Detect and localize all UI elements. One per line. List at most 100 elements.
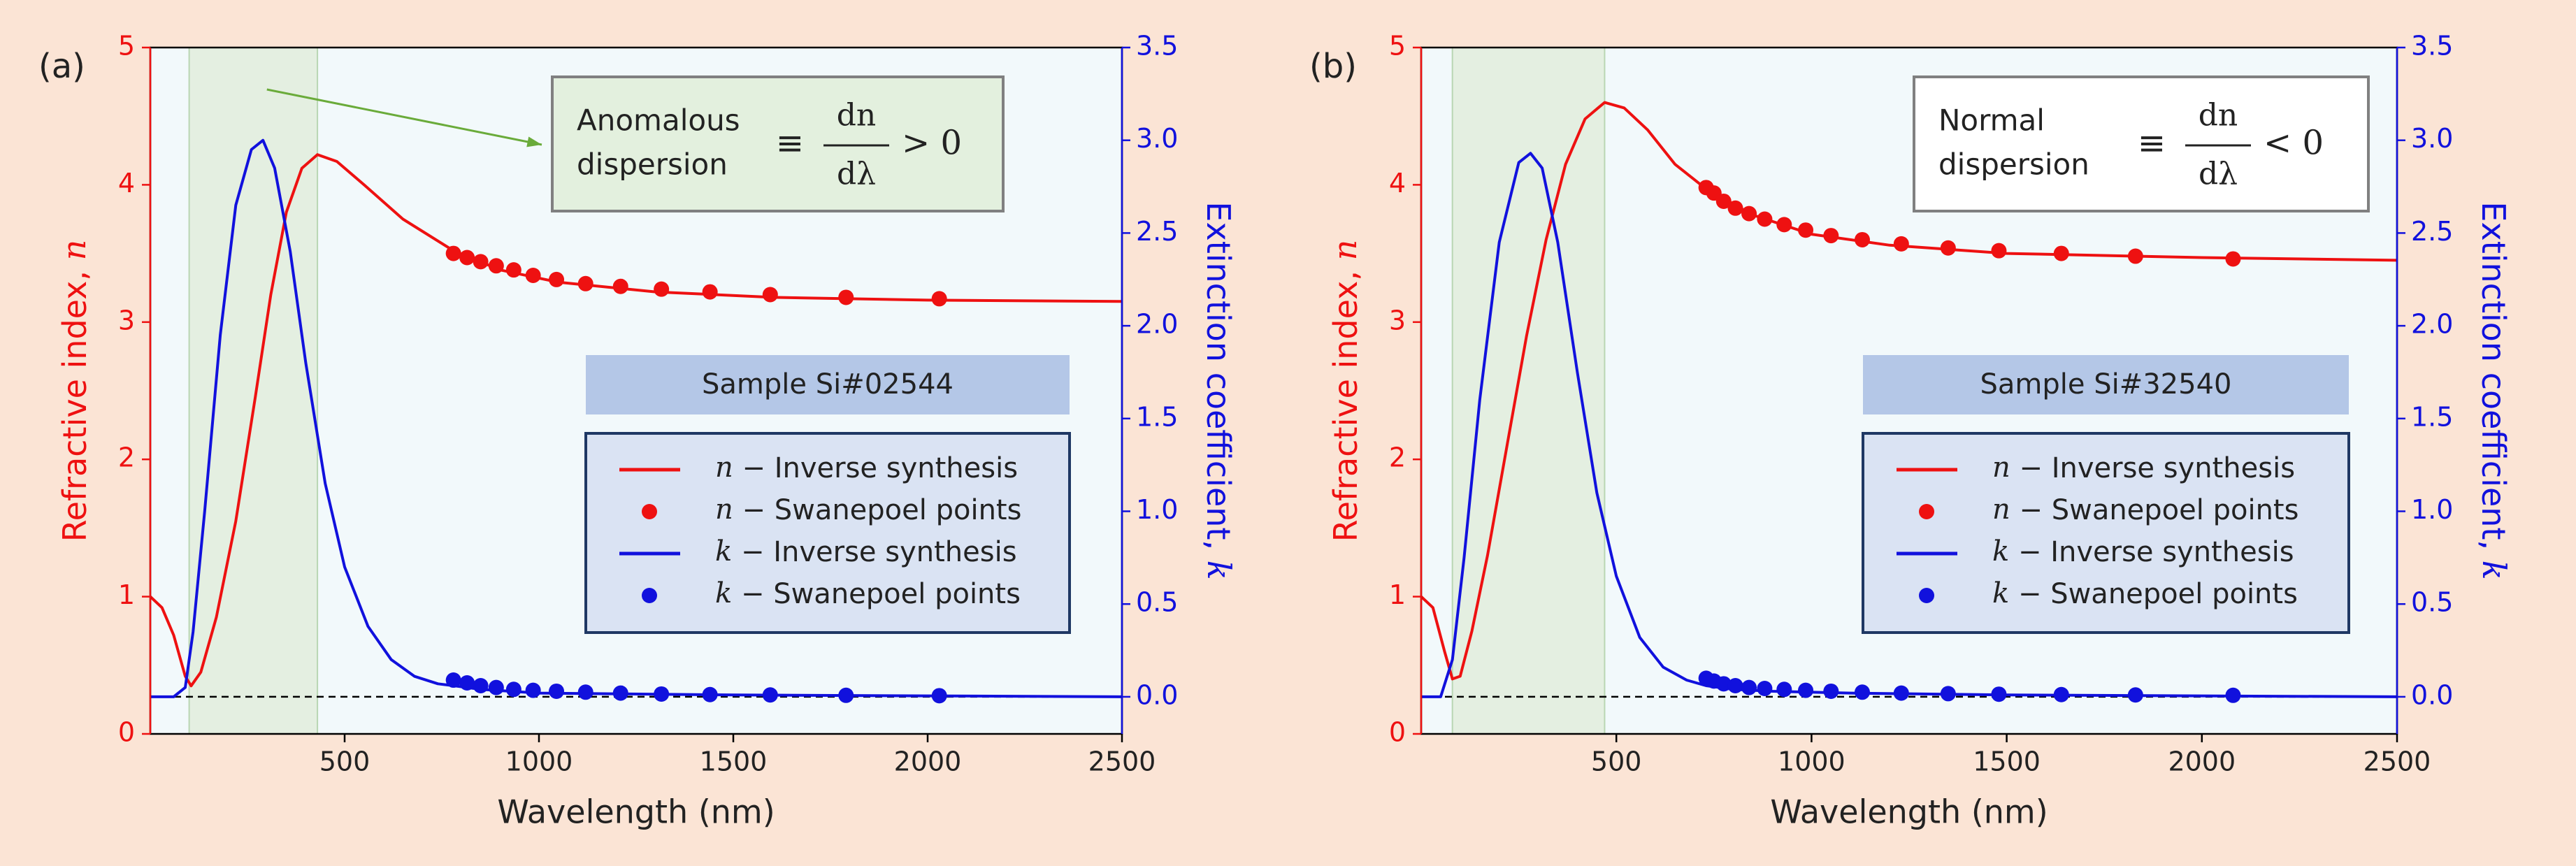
k-swanepoel-point — [702, 686, 718, 702]
k-swanepoel-point — [1757, 680, 1773, 696]
y-right-label-text: Extinction coefficient, — [1200, 201, 1238, 560]
y-right-axis-label: Extinction coefficient, k — [2475, 201, 2514, 579]
y-right-tick-label: 1.0 — [1136, 494, 1178, 525]
y-left-tick-label: 1 — [1389, 579, 1406, 610]
k-swanepoel-point — [2053, 686, 2069, 702]
y-left-axis-label: Refractive index, n — [1326, 240, 1365, 542]
y-right-tick-label: 3.0 — [2411, 123, 2453, 154]
legend-symbol: k — [715, 577, 732, 609]
y-right-tick-label: 2.5 — [2411, 216, 2453, 247]
x-tick-label: 2500 — [2363, 746, 2431, 777]
annotation-denominator: dλ — [2199, 157, 2238, 192]
y-right-tick-label: 0.5 — [2411, 587, 2453, 618]
legend-entry: n − Inverse synthesis — [715, 452, 1018, 484]
legend-symbol: n — [1992, 493, 2010, 526]
annotation-line1: Normal — [1938, 103, 2045, 138]
n-swanepoel-point — [1940, 240, 1956, 256]
k-swanepoel-point — [762, 687, 778, 703]
y-left-tick-label: 3 — [118, 305, 135, 335]
n-swanepoel-point — [1991, 243, 2007, 259]
x-tick-label: 1000 — [505, 746, 573, 777]
legend-symbol: k — [1992, 535, 2009, 568]
n-swanepoel-point — [577, 275, 593, 291]
n-swanepoel-point — [1798, 222, 1814, 238]
y-left-tick-label: 2 — [1389, 442, 1406, 473]
k-swanepoel-point — [1741, 679, 1757, 695]
x-tick-label: 1500 — [700, 746, 768, 777]
annotation-denominator: dλ — [837, 157, 876, 192]
k-swanepoel-point — [2127, 687, 2143, 703]
n-swanepoel-point — [1854, 231, 1870, 247]
y-right-tick-label: 1.5 — [2411, 401, 2453, 432]
panel-label: (b) — [1309, 47, 1357, 86]
legend-entry: k − Swanepoel points — [715, 577, 1021, 610]
dispersion-annotation-box — [1913, 75, 2370, 212]
legend-symbol: k — [715, 535, 732, 568]
n-swanepoel-point — [505, 262, 521, 278]
y-right-tick-label: 2.0 — [2411, 309, 2453, 340]
annotation-relation: < 0 — [2264, 124, 2324, 163]
k-swanepoel-point — [1727, 677, 1743, 693]
y-left-tick-label: 4 — [1389, 168, 1406, 199]
k-swanepoel-point — [654, 686, 670, 702]
k-swanepoel-point — [1940, 686, 1956, 702]
x-tick-label: 1500 — [1973, 746, 2041, 777]
x-tick-label: 500 — [319, 746, 370, 777]
y-left-tick-label: 0 — [1389, 717, 1406, 748]
n-swanepoel-point — [549, 271, 565, 287]
n-swanepoel-point — [1757, 211, 1773, 227]
n-swanepoel-point — [525, 268, 541, 284]
y-right-tick-label: 3.5 — [2411, 31, 2453, 62]
n-swanepoel-point — [459, 250, 475, 266]
legend-dot-swatch — [1919, 588, 1934, 603]
n-swanepoel-point — [2053, 245, 2069, 261]
n-swanepoel-point — [702, 284, 718, 300]
y-right-axis-label: Extinction coefficient, k — [1200, 201, 1239, 579]
y-right-tick-label: 1.5 — [1136, 401, 1178, 432]
shaded-band — [1452, 48, 1605, 734]
legend-entry: n − Swanepoel points — [1992, 493, 2298, 526]
annotation-numerator: dn — [2199, 98, 2238, 133]
n-swanepoel-point — [931, 291, 947, 307]
n-swanepoel-point — [2225, 251, 2241, 267]
k-swanepoel-point — [505, 681, 521, 698]
legend-dot-swatch — [1919, 504, 1934, 519]
k-swanepoel-point — [612, 685, 628, 701]
sample-label-box — [1863, 355, 2349, 414]
k-swanepoel-point — [1893, 685, 1909, 701]
annotation-equiv: ≡ — [2138, 124, 2166, 163]
x-tick-label: 500 — [1591, 746, 1642, 777]
y-left-tick-label: 5 — [118, 31, 135, 62]
n-swanepoel-point — [1776, 217, 1792, 233]
x-axis-label: Wavelength (nm) — [497, 793, 775, 831]
legend-entry: n − Swanepoel points — [715, 493, 1021, 526]
legend-entry: k − Inverse synthesis — [715, 535, 1017, 568]
n-swanepoel-point — [488, 258, 504, 274]
legend-text: − Swanepoel points — [733, 494, 1022, 526]
legend-box — [584, 432, 1071, 634]
legend-symbol: k — [1992, 577, 2009, 609]
y-right-label-symbol: k — [2475, 561, 2513, 580]
n-swanepoel-point — [473, 254, 489, 270]
k-swanepoel-point — [549, 683, 565, 699]
panel-b: 500 1000 1500 2000 2500 0 1 2 3 4 5 0.0 0.5 1.0 1.5 2.0… — [1309, 31, 2513, 831]
n-swanepoel-point — [654, 281, 670, 297]
panel-label: (a) — [38, 47, 85, 86]
legend-symbol: n — [1992, 452, 2010, 484]
k-swanepoel-point — [2225, 687, 2241, 703]
legend-entry: k − Swanepoel points — [1992, 577, 2298, 610]
annotation-arrow-head — [526, 136, 542, 147]
n-swanepoel-point — [1727, 200, 1743, 216]
legend-entry: k − Inverse synthesis — [1992, 535, 2294, 568]
y-right-tick-label: 3.0 — [1136, 123, 1178, 154]
legend-text: − Swanepoel points — [2010, 494, 2299, 526]
panel-a: 500 1000 1500 2000 2500 0 1 2 3 4 5 0.0 0.5 1.0 1.5 2.0… — [38, 31, 1238, 831]
y-right-tick-label: 0.5 — [1136, 587, 1178, 618]
legend-text: − Swanepoel points — [732, 578, 1021, 610]
annotation-line2: dispersion — [577, 147, 728, 182]
annotation-line2: dispersion — [1938, 147, 2089, 182]
legend-dot-swatch — [642, 504, 657, 519]
legend-text: − Inverse synthesis — [2009, 536, 2294, 568]
y-right-tick-label: 2.0 — [1136, 309, 1178, 340]
